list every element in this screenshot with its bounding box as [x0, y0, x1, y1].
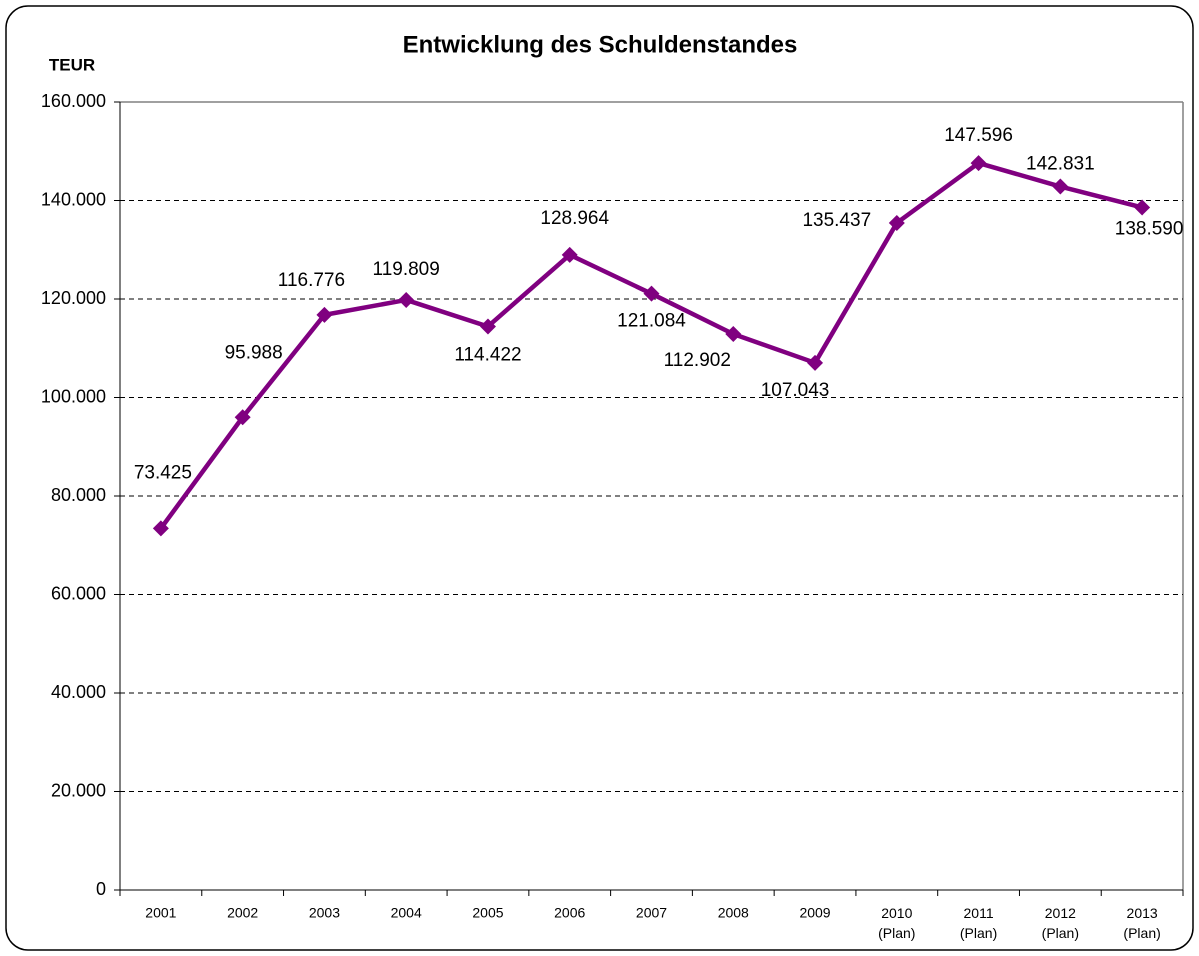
- y-tick-label: 100.000: [41, 386, 106, 406]
- x-tick-label: 2004: [391, 905, 422, 921]
- x-tick-label: 2005: [472, 905, 503, 921]
- data-label: 114.422: [454, 344, 521, 365]
- data-marker: [1052, 178, 1069, 195]
- data-marker: [479, 318, 496, 335]
- y-tick-label: 20.000: [51, 780, 106, 800]
- data-label: 107.043: [761, 380, 830, 401]
- x-tick-label: 2006: [554, 905, 585, 921]
- chart-title: Entwicklung des Schuldenstandes: [403, 31, 798, 58]
- data-label: 128.964: [540, 208, 609, 229]
- x-tick-label: 2003: [309, 905, 340, 921]
- x-tick-label: 2012 (Plan): [1042, 905, 1079, 941]
- data-label: 135.437: [802, 210, 871, 231]
- data-marker: [234, 409, 251, 426]
- data-marker: [970, 155, 987, 172]
- x-tick-label: 2008: [718, 905, 749, 921]
- y-axis-label: TEUR: [49, 55, 95, 74]
- y-tick-label: 160.000: [41, 91, 106, 111]
- data-marker: [316, 306, 333, 323]
- data-label: 73.425: [134, 462, 192, 483]
- data-label: 116.776: [278, 270, 345, 291]
- data-marker: [643, 285, 660, 302]
- data-label: 95.988: [225, 342, 283, 363]
- data-label: 112.902: [664, 350, 731, 371]
- data-marker: [561, 246, 578, 263]
- data-marker: [888, 214, 905, 231]
- x-tick-label: 2009: [799, 905, 830, 921]
- x-tick-label: 2002: [227, 905, 258, 921]
- y-tick-label: 80.000: [51, 485, 106, 505]
- data-label: 142.831: [1026, 154, 1095, 175]
- y-tick-label: 60.000: [51, 583, 106, 603]
- y-tick-label: 140.000: [41, 189, 106, 209]
- data-label: 119.809: [373, 259, 440, 280]
- data-label: 121.084: [617, 311, 686, 332]
- data-marker: [1134, 199, 1151, 216]
- y-tick-label: 120.000: [41, 288, 106, 308]
- y-tick-label: 40.000: [51, 682, 106, 702]
- y-tick-label: 0: [96, 879, 106, 899]
- chart-frame: [5, 5, 1194, 951]
- data-marker: [398, 291, 415, 308]
- data-marker: [725, 325, 742, 342]
- data-label: 147.596: [944, 125, 1013, 146]
- x-tick-label: 2001: [145, 905, 176, 921]
- data-label: 138.590: [1115, 218, 1184, 239]
- x-tick-label: 2010 (Plan): [878, 905, 915, 941]
- x-tick-label: 2007: [636, 905, 667, 921]
- x-tick-label: 2011 (Plan): [960, 905, 997, 941]
- data-marker: [807, 354, 824, 371]
- x-tick-label: 2013 (Plan): [1123, 905, 1160, 941]
- data-marker: [152, 520, 169, 537]
